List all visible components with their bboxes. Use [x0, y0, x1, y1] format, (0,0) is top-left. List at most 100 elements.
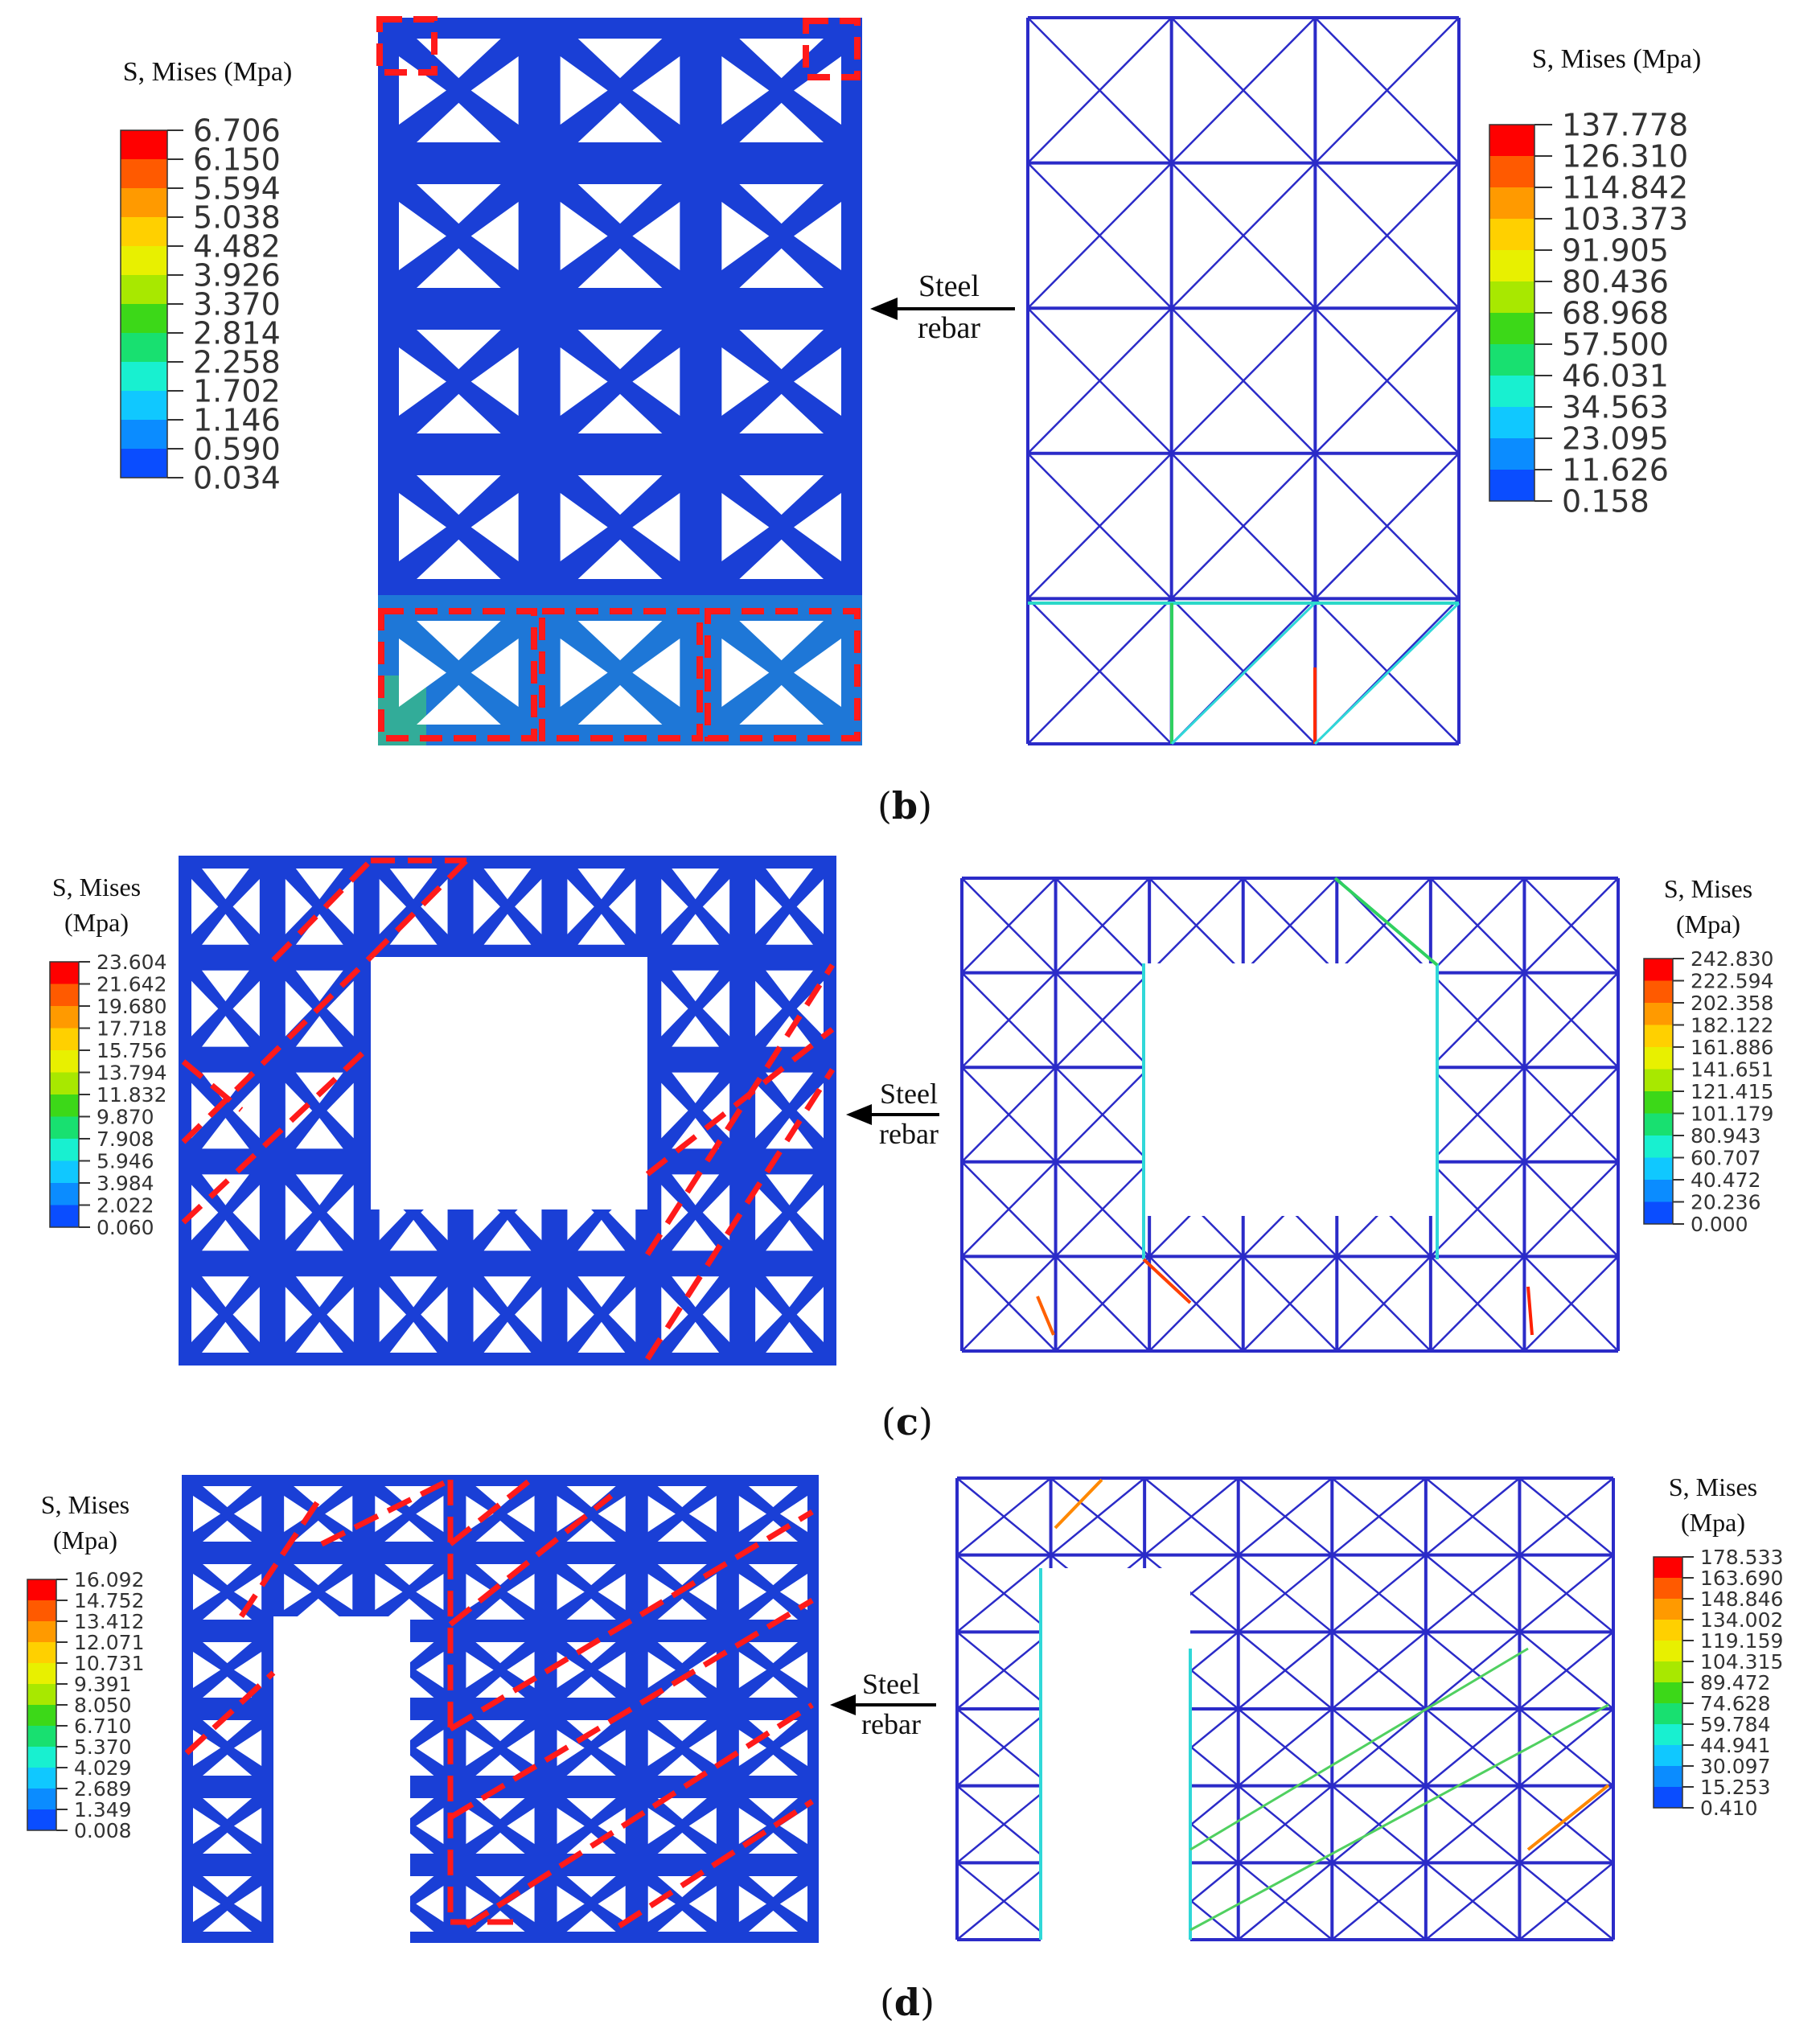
- scale-swatch: [1644, 1025, 1673, 1047]
- wall-opening: [327, 1082, 354, 1139]
- scale-swatch: [50, 1183, 79, 1205]
- scale-swatch: [1654, 1703, 1682, 1724]
- arrow-head-icon: [870, 298, 898, 320]
- scale-swatch: [1489, 313, 1534, 344]
- scale-swatch: [27, 1663, 56, 1684]
- wall-opening: [739, 393, 824, 433]
- wall-opening: [748, 1564, 798, 1586]
- wall-opening: [203, 1642, 253, 1664]
- wall-opening: [557, 1574, 585, 1610]
- wall-opening: [577, 869, 626, 900]
- scale-swatch: [1489, 125, 1534, 156]
- wall-opening: [285, 1287, 313, 1342]
- scale-swatch: [1489, 219, 1534, 250]
- wall-opening: [739, 475, 824, 515]
- wall-opening: [779, 1808, 807, 1844]
- scale-swatch: [27, 1789, 56, 1809]
- wall-opening: [672, 869, 720, 900]
- wall-opening: [566, 1876, 616, 1898]
- rebar-frame-b: [1026, 16, 1461, 745]
- wall-opening: [399, 493, 446, 561]
- scale-swatch: [121, 246, 167, 275]
- wall-opening: [632, 493, 680, 561]
- wall-opening: [766, 869, 813, 900]
- wall-opening: [475, 1798, 525, 1820]
- panel-label-b: (b): [877, 784, 932, 828]
- wall-opening: [755, 879, 783, 934]
- scale-tick-label: 20.236: [1691, 1191, 1760, 1214]
- scale-tick-label: 114.842: [1562, 170, 1688, 206]
- wall-opening: [755, 980, 783, 1037]
- panel-b: S, Mises (Mpa) 6.7066.1505.5945.0384.482…: [120, 16, 1701, 828]
- wall-opening: [739, 621, 824, 661]
- wall-opening: [202, 1016, 249, 1047]
- steel-rebar-annotation-c: Steel rebar: [846, 1078, 939, 1150]
- wall-opening: [738, 1730, 767, 1766]
- legend-title: (Mpa): [53, 1526, 117, 1554]
- legend-d-right: S, Mises (Mpa) 178.533163.690148.846134.…: [1653, 1472, 1783, 1820]
- wall-opening: [632, 639, 680, 707]
- scale-tick-label: 11.832: [97, 1083, 166, 1107]
- wall-opening: [672, 1016, 720, 1047]
- wall-opening: [566, 1642, 616, 1664]
- rebar-opening: [1041, 1568, 1190, 1943]
- scale-swatch: [1654, 1557, 1682, 1578]
- wall-opening: [661, 1082, 688, 1139]
- wall-opening: [417, 621, 501, 661]
- wall-opening: [632, 347, 680, 416]
- wall-opening: [766, 1219, 813, 1251]
- wall-opening: [739, 684, 824, 725]
- rebar-opening: [1144, 963, 1437, 1216]
- wall-opening: [566, 1598, 616, 1620]
- scale-tick-label: 59.784: [1700, 1713, 1770, 1736]
- wall-opening: [203, 1832, 253, 1854]
- wall-opening: [688, 1574, 717, 1610]
- wall-opening: [507, 1574, 535, 1610]
- scale-swatch: [27, 1726, 56, 1747]
- wall-opening: [416, 1496, 444, 1532]
- wall-opening: [748, 1910, 798, 1932]
- scale-swatch: [50, 1160, 79, 1183]
- wall-opening: [202, 1072, 249, 1103]
- scale-swatch: [50, 1094, 79, 1117]
- scale-tick-label: 104.315: [1700, 1650, 1783, 1674]
- scale-tick-label: 163.690: [1700, 1567, 1783, 1590]
- wall-opening: [294, 1598, 343, 1620]
- scale-swatch: [121, 159, 167, 188]
- wall-opening: [672, 1072, 720, 1103]
- scale-tick-label: 3.370: [193, 287, 281, 322]
- panel-letter: d: [894, 1981, 920, 2024]
- wall-opening: [577, 102, 663, 142]
- scale-tick-label: 222.594: [1691, 970, 1773, 993]
- wall-opening: [202, 1219, 249, 1251]
- scale-tick-label: 60.707: [1691, 1147, 1760, 1170]
- scale-swatch: [121, 188, 167, 217]
- scale-swatch: [1654, 1787, 1682, 1808]
- color-scale: 242.830222.594202.358182.122161.886141.6…: [1643, 947, 1773, 1236]
- scale-swatch: [1489, 376, 1534, 407]
- scale-tick-label: 17.718: [97, 1017, 166, 1041]
- wall-opening: [327, 980, 354, 1037]
- wall-opening: [389, 869, 438, 900]
- wall-opening: [577, 1321, 626, 1353]
- scale-tick-label: 148.846: [1700, 1587, 1783, 1611]
- wall-opening: [748, 1486, 798, 1508]
- wall-opening: [560, 493, 608, 561]
- wall-opening: [475, 1720, 525, 1742]
- wall-opening: [202, 970, 249, 1002]
- wall-opening: [560, 347, 608, 416]
- wall-opening: [389, 1276, 438, 1308]
- scale-tick-label: 19.680: [97, 995, 166, 1018]
- scale-tick-label: 21.642: [97, 973, 166, 996]
- legend-c-left: S, Mises (Mpa) 23.60421.64219.68017.7181…: [49, 873, 166, 1239]
- wall-opening: [598, 1886, 626, 1922]
- scale-swatch: [50, 1006, 79, 1029]
- rebar-stress-highlights-b: [1028, 602, 1461, 745]
- wall-opening: [295, 914, 343, 945]
- wall-opening: [688, 1886, 717, 1922]
- wall-opening: [466, 1730, 494, 1766]
- wall-opening: [738, 1496, 767, 1532]
- scale-swatch: [1654, 1578, 1682, 1599]
- wall-opening: [475, 1876, 525, 1898]
- wall-opening: [389, 1219, 438, 1251]
